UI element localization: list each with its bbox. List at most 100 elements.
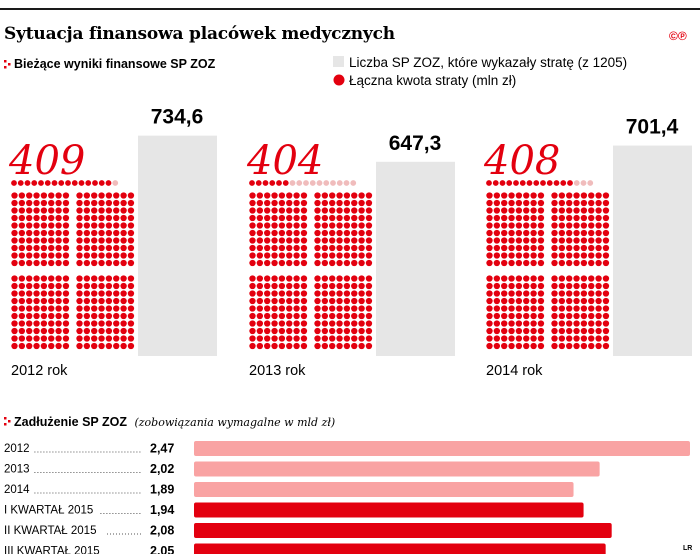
loss-count-dot: [566, 207, 573, 214]
loss-count-dot: [314, 335, 321, 342]
loss-count-dot: [127, 222, 135, 229]
loss-count-dot: [515, 312, 523, 320]
loss-count-dot: [264, 244, 271, 252]
loss-count-dot: [365, 237, 373, 244]
loss-count-dot: [588, 320, 595, 327]
loss-count-dot: [551, 252, 558, 259]
loss-count-dot: [523, 342, 530, 350]
loss-count-dot: [515, 335, 523, 342]
loss-count-dot: [256, 335, 264, 342]
loss-count-dot: [523, 305, 530, 312]
loss-count-dot: [256, 327, 264, 335]
loss-count-dot: [55, 335, 62, 342]
loss-value-label: 647,3: [389, 132, 442, 155]
debt-section-title-text: Zadłużenie SP ZOZ: [14, 415, 127, 429]
loss-count-dot: [249, 282, 256, 290]
loss-count-dot: [33, 275, 40, 282]
loss-count-dot: [278, 199, 286, 207]
loss-count-dot: [11, 320, 18, 327]
loss-count-dot: [127, 237, 135, 244]
loss-count-dot: [76, 192, 83, 199]
loss-bar: [376, 161, 455, 356]
loss-count-dot: [62, 199, 70, 207]
loss-count-dot: [602, 335, 610, 342]
loss-count-dot: [530, 259, 537, 267]
loss-count-dot: [358, 312, 365, 320]
loss-count-dot: [11, 275, 18, 282]
loss-count-dot: [120, 199, 127, 207]
loss-count-dot: [329, 207, 336, 214]
loss-count-dot: [602, 244, 610, 252]
loss-count-dot: [40, 207, 48, 214]
loss-count-dot: [515, 192, 523, 199]
loss-count-dot: [551, 297, 558, 305]
loss-count-dot: [358, 327, 365, 335]
loss-count-dot: [321, 335, 329, 342]
loss-count-dot: [98, 180, 105, 186]
loss-count-dot: [249, 214, 256, 222]
loss-count-dot: [537, 259, 545, 267]
loss-count-dot: [83, 320, 91, 327]
loss-count-dot: [321, 259, 329, 267]
loss-count-dot: [271, 282, 278, 290]
loss-count-dot: [329, 342, 336, 350]
loss-count-dot: [91, 312, 98, 320]
loss-count-dot: [293, 229, 300, 237]
loss-count-label: 408: [483, 138, 560, 184]
loss-count-dot: [573, 282, 580, 290]
loss-count-dot: [62, 214, 70, 222]
loss-bar: [138, 135, 217, 356]
loss-count-dot: [523, 192, 530, 199]
loss-count-dot: [358, 237, 365, 244]
loss-count-dot: [530, 320, 537, 327]
loss-count-dot: [105, 222, 113, 229]
loss-count-dot: [18, 320, 26, 327]
loss-count-dot: [65, 180, 71, 186]
loss-bar: [613, 145, 692, 356]
loss-count-dot: [55, 312, 62, 320]
debt-bar: [194, 461, 600, 477]
loss-count-dot: [523, 327, 530, 335]
loss-count-dot: [249, 305, 256, 312]
loss-count-dot: [314, 290, 321, 297]
loss-count-dot: [486, 259, 493, 267]
loss-count-dot: [62, 222, 70, 229]
loss-count-dot: [264, 192, 271, 199]
loss-count-dot: [537, 199, 545, 207]
loss-count-dot: [17, 180, 24, 186]
loss-count-dot: [300, 207, 308, 214]
loss-count-dot: [271, 207, 278, 214]
loss-count-dot: [558, 199, 566, 207]
loss-count-dot: [530, 222, 537, 229]
results-chart: 734,6 409 2012 rok 647,3 404 2013 rok 701,4 408…: [8, 106, 692, 379]
debt-category-label: 2014: [4, 484, 30, 496]
loss-count-dot: [501, 282, 508, 290]
loss-count-dot: [493, 259, 501, 267]
loss-count-dot: [580, 335, 588, 342]
loss-count-dot: [602, 342, 610, 350]
loss-count-dot: [336, 214, 343, 222]
loss-count-dot: [523, 282, 530, 290]
loss-count-dot: [26, 192, 33, 199]
loss-count-dot: [249, 180, 255, 186]
loss-count-dot: [314, 199, 321, 207]
loss-count-dot: [558, 207, 566, 214]
year-label: 2012 rok: [11, 363, 68, 379]
loss-count-dot: [566, 252, 573, 259]
loss-count-dot: [98, 342, 105, 350]
loss-count-dot: [120, 244, 127, 252]
loss-count-dot: [120, 192, 127, 199]
loss-count-dot: [271, 259, 278, 267]
loss-count-dot: [566, 222, 573, 229]
loss-count-dot: [336, 237, 343, 244]
loss-count-dot: [26, 229, 33, 237]
loss-count-dot: [91, 275, 98, 282]
loss-value-label: 701,4: [626, 116, 679, 139]
loss-count-dot: [321, 327, 329, 335]
loss-count-dot: [501, 252, 508, 259]
loss-count-dot: [530, 290, 537, 297]
loss-count-dot: [558, 192, 566, 199]
loss-count-dot: [351, 244, 358, 252]
loss-count-dot: [493, 222, 501, 229]
